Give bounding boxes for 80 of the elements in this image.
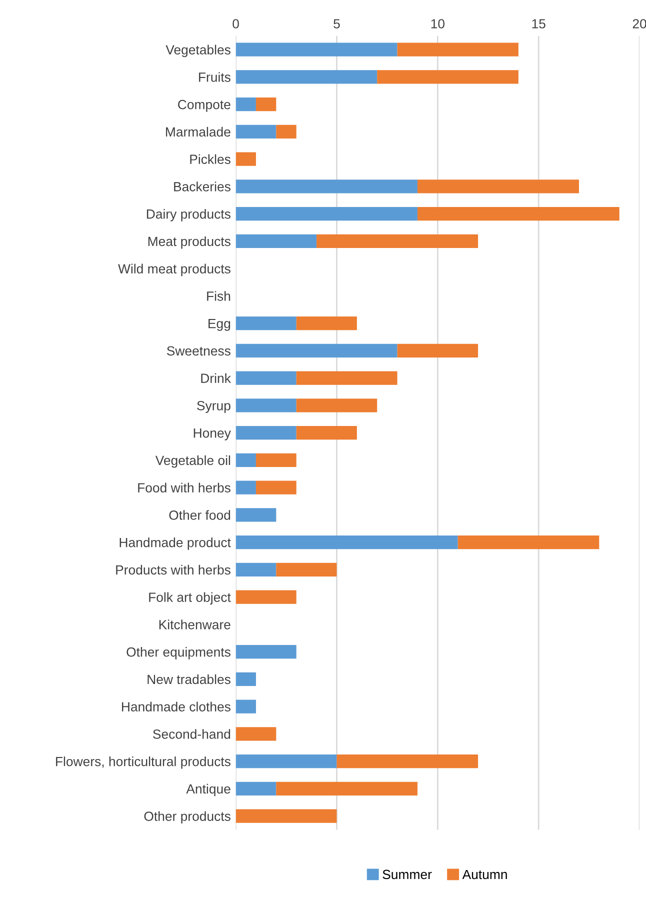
bar [256, 97, 276, 112]
y-tick-label: Dairy products [146, 209, 230, 222]
y-tick-label: Egg [208, 319, 230, 331]
bar [236, 727, 276, 741]
x-tick-label: 15 [532, 19, 546, 28]
y-tick-label: Folk art object [149, 592, 231, 605]
bar [256, 453, 296, 468]
bar [236, 398, 296, 412]
y-tick-label: Antique [186, 784, 230, 796]
y-tick-label: Drink [201, 373, 231, 383]
bar [236, 344, 398, 358]
bar [276, 782, 418, 796]
bar [236, 562, 276, 577]
bar [417, 206, 620, 221]
bar [458, 535, 600, 550]
legend-label: Autumn [462, 870, 507, 880]
bar [276, 124, 296, 139]
bar [236, 700, 256, 714]
y-tick-label: Other equipments [126, 647, 230, 660]
bar [296, 398, 378, 412]
bar [336, 754, 478, 768]
y-tick-label: New tradables [148, 674, 230, 684]
x-tick-label: 20 [632, 19, 646, 28]
bar [236, 371, 296, 385]
bar [296, 371, 398, 385]
bar [236, 234, 317, 248]
y-tick-label: Sweetness [166, 346, 230, 356]
bar [417, 180, 579, 194]
bar [397, 344, 478, 358]
bar [236, 535, 458, 550]
bar [236, 97, 256, 112]
y-tick-label: Honey [194, 428, 231, 440]
bar [236, 426, 296, 440]
bar [236, 508, 276, 522]
bar [296, 316, 357, 330]
y-tick-label: Compote [178, 100, 230, 112]
y-tick-label: Fruits [199, 72, 230, 82]
bar [276, 562, 337, 577]
y-tick-label: Products with herbs [116, 564, 230, 575]
y-tick-label: Vegetable oil [155, 455, 230, 468]
bar [236, 809, 337, 823]
bar [236, 590, 296, 604]
bar [236, 70, 378, 84]
bar [236, 124, 276, 139]
y-tick-label: Food with herbs [138, 482, 230, 492]
bar [236, 644, 296, 659]
y-tick-label: Pickles [190, 154, 230, 164]
y-tick-label: Other products [144, 811, 230, 824]
bar [236, 206, 418, 221]
legend-label: Summer [382, 870, 432, 880]
x-tick-label: 10 [431, 19, 444, 28]
bar [236, 754, 337, 768]
y-tick-label: Meat products [148, 236, 230, 249]
y-tick-label: Second-hand [153, 729, 230, 739]
bar [316, 234, 478, 248]
bar [236, 42, 398, 56]
bar [236, 453, 256, 468]
bar [256, 480, 296, 494]
bar [296, 426, 357, 440]
y-tick-label: Kitchenware [159, 620, 230, 630]
y-tick-label: Flowers, horticultural products [56, 756, 230, 769]
bar [377, 70, 518, 84]
bar [236, 782, 276, 796]
bar [397, 42, 518, 56]
y-tick-label: Handmade product [120, 538, 231, 550]
y-tick-label: Syrup [197, 400, 230, 413]
bar [236, 672, 256, 686]
y-tick-label: Fish [207, 291, 230, 301]
y-tick-label: Wild meat products [118, 264, 230, 276]
x-tick-label: 5 [334, 19, 340, 28]
y-tick-label: Vegetables [166, 44, 230, 58]
bar [236, 180, 418, 194]
y-tick-label: Marmalade [166, 126, 230, 137]
bar [236, 480, 256, 494]
y-tick-label: Backeries [174, 182, 230, 192]
x-tick-label: 0 [232, 19, 239, 28]
y-tick-label: Handmade clothes [122, 702, 230, 712]
bar [236, 152, 256, 166]
y-tick-label: Other food [169, 510, 230, 520]
bar [236, 316, 296, 330]
